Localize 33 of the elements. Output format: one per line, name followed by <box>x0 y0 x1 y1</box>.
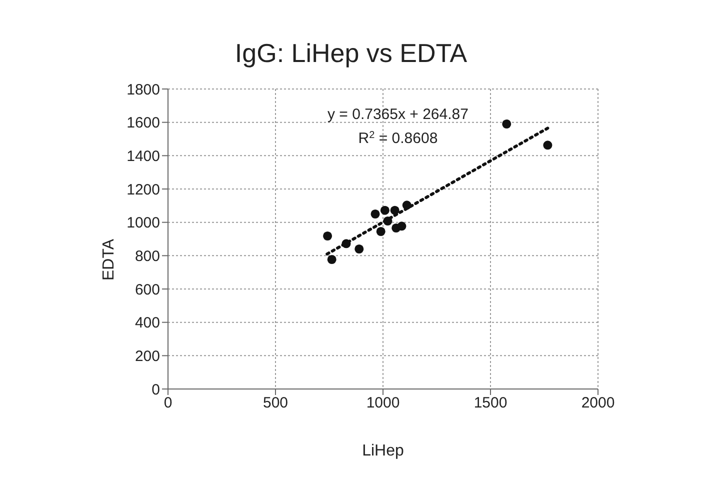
point <box>376 226 386 236</box>
x-tick-label: 2000 <box>581 394 615 412</box>
point <box>402 200 412 210</box>
y-tick-label: 400 <box>134 314 160 332</box>
point <box>342 239 351 248</box>
chart-title: IgG: LiHep vs EDTA <box>234 37 468 69</box>
x-tick-label: 0 <box>164 394 172 412</box>
x-tick-label: 1500 <box>474 394 508 412</box>
point <box>383 216 392 226</box>
point <box>543 140 552 150</box>
point <box>323 231 332 241</box>
y-tick-label: 200 <box>134 348 160 365</box>
y-tick-label: 1000 <box>126 214 160 232</box>
x-tick-label: 500 <box>262 394 288 412</box>
y-tick-label: 600 <box>134 281 160 298</box>
y-axis-title: EDTA <box>100 238 118 280</box>
y-tick-label: 1600 <box>126 114 160 132</box>
x-tick-label: 1000 <box>366 394 400 412</box>
point <box>502 119 512 129</box>
point <box>370 209 380 219</box>
point <box>390 206 400 215</box>
y-tick-label: 800 <box>134 248 160 265</box>
annotation: y = 0.7365x + 264.87 <box>328 106 468 123</box>
x-axis-title: LiHep <box>362 442 404 460</box>
y-tick-label: 1400 <box>126 148 160 165</box>
annotation: R$^{2}$ = 0.8608 <box>358 130 438 147</box>
y-tick-label: 1800 <box>126 81 160 98</box>
y-tick-label: 0 <box>152 381 160 398</box>
point <box>380 206 390 215</box>
point <box>327 254 336 264</box>
y-tick-label: 1200 <box>126 181 160 198</box>
point <box>354 244 364 254</box>
point <box>397 222 406 231</box>
